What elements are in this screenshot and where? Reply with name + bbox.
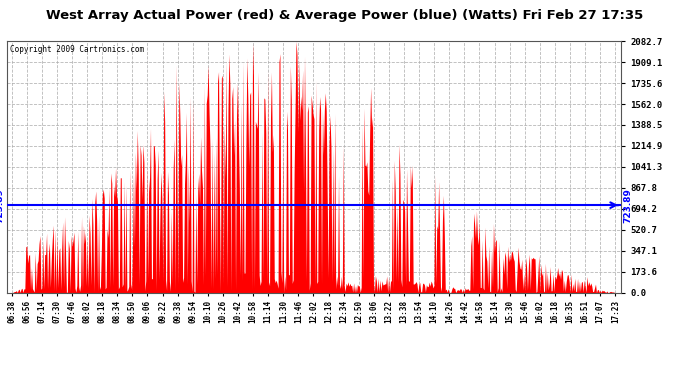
Text: Copyright 2009 Cartronics.com: Copyright 2009 Cartronics.com <box>10 45 144 54</box>
Text: 723.89: 723.89 <box>624 188 633 223</box>
Text: West Array Actual Power (red) & Average Power (blue) (Watts) Fri Feb 27 17:35: West Array Actual Power (red) & Average … <box>46 9 644 22</box>
Text: 723.89: 723.89 <box>0 188 4 223</box>
